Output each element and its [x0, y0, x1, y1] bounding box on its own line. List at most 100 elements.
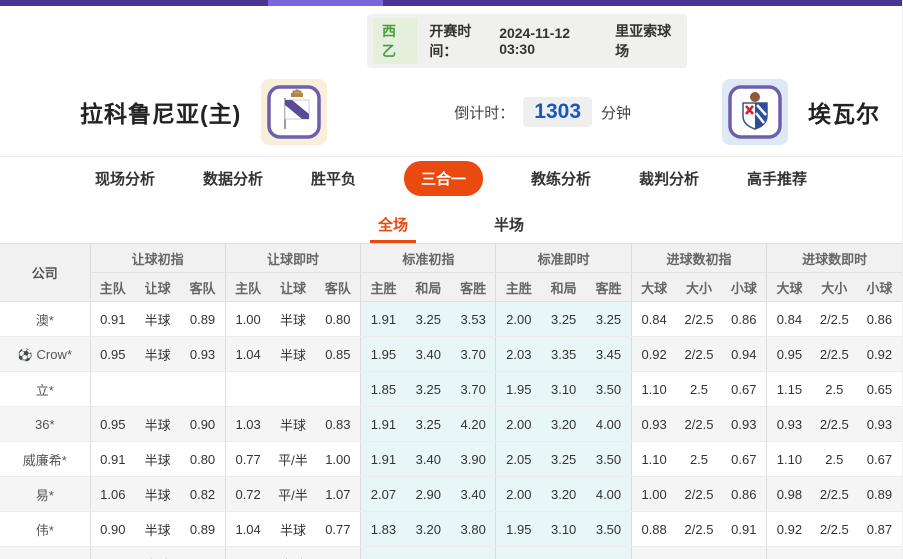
odds-cell[interactable]: 0.80	[315, 301, 361, 337]
odds-cell[interactable]: 1.06	[224, 546, 271, 559]
odds-cell[interactable]: 1.00	[315, 441, 361, 477]
odds-cell[interactable]: 0.85	[315, 336, 361, 372]
odds-cell[interactable]: 0.95	[766, 546, 812, 559]
scrollbar-thumb[interactable]	[268, 0, 383, 6]
odds-cell[interactable]: 2/2.5	[811, 336, 857, 372]
nav-tab-1[interactable]: 数据分析	[202, 170, 263, 188]
odds-cell[interactable]: 2.05	[495, 441, 542, 477]
odds-cell[interactable]: 0.84	[766, 301, 812, 337]
odds-cell[interactable]: 0.93	[766, 406, 812, 442]
odds-cell[interactable]: 半球	[270, 336, 316, 372]
odds-cell[interactable]: 3.25	[541, 301, 587, 337]
odds-cell[interactable]: 2/2.5	[811, 511, 857, 547]
sub-header: 客队	[315, 272, 361, 302]
period-tab-1[interactable]: 半场	[494, 217, 525, 234]
period-tab-0[interactable]: 全场	[369, 206, 416, 243]
odds-cell[interactable]: 3.20	[541, 476, 587, 512]
odds-cell[interactable]: 0.92	[766, 511, 812, 547]
odds-cell[interactable]: 0.77	[224, 441, 271, 477]
odds-cell[interactable]: 0.93	[856, 406, 902, 442]
odds-cell[interactable]: 2/2.5	[811, 406, 857, 442]
odds-cell[interactable]: 3.50	[586, 441, 632, 477]
odds-cell[interactable]: 1.03	[224, 406, 271, 442]
odds-cell[interactable]: 1.95	[495, 371, 542, 407]
nav-tab-3[interactable]: 三合一	[403, 160, 483, 196]
odds-cell[interactable]: 半球	[270, 511, 316, 547]
odds-cell[interactable]: 3.10	[541, 371, 587, 407]
odds-cell[interactable]: 3.25	[541, 441, 587, 477]
odds-cell: 2.5	[676, 441, 722, 477]
away-team: 埃瓦尔	[722, 79, 880, 145]
odds-cell[interactable]: 0.89	[856, 476, 902, 512]
company-name: 伟*	[35, 522, 54, 538]
odds-cell[interactable]: 3.45	[586, 336, 632, 372]
nav-tab-2[interactable]: 胜平负	[310, 170, 356, 188]
nav-tab-5[interactable]: 裁判分析	[639, 170, 700, 188]
scrollbar-track[interactable]	[0, 0, 902, 6]
odds-cell[interactable]: 0.87	[856, 511, 902, 547]
venue-name: 里亚索球场	[615, 23, 672, 59]
odds-cell[interactable]: 半球	[270, 301, 316, 337]
odds-cell[interactable]: 3.50	[586, 371, 632, 407]
odds-cell[interactable]: 3.35	[541, 336, 587, 372]
table-row: 伟* 0.90 半球 0.89 1.04 半球 0.77 1.83 3.20 3.80 1.95 3.…	[0, 511, 902, 547]
company-name: 易*	[35, 487, 54, 503]
odds-cell[interactable]: 3.45	[586, 546, 632, 559]
odds-cell[interactable]: 2/2.5	[811, 301, 857, 337]
company-cell: ⚽ Crow*	[0, 336, 91, 372]
odds-cell[interactable]: 1.15	[766, 371, 812, 407]
odds-cell[interactable]: 3.20	[541, 406, 587, 442]
odds-cell: 3.70	[450, 546, 496, 559]
odds-cell: 2/2.5	[676, 406, 722, 442]
odds-cell: 0.93	[89, 546, 136, 559]
odds-cell[interactable]: 0.95	[766, 336, 812, 372]
odds-cell: 3.70	[450, 336, 496, 372]
odds-cell[interactable]: 2.06	[495, 546, 542, 559]
sub-header: 客胜	[586, 272, 632, 302]
odds-cell[interactable]: 0.92	[856, 336, 902, 372]
odds-cell[interactable]: 半球	[270, 406, 316, 442]
odds-cell[interactable]: 0.86	[856, 301, 902, 337]
sub-header: 小球	[721, 272, 767, 302]
odds-table: 公司 让球初指 让球即时 标准初指 标准即时 进球数初指 进球数即时 主队 让球 客队 主队 让球 客队…	[0, 243, 902, 559]
odds-cell[interactable]: 0.92	[856, 546, 902, 559]
odds-cell[interactable]: 0.67	[856, 441, 902, 477]
odds-cell[interactable]: 2.00	[495, 301, 542, 337]
odds-cell[interactable]: 1.04	[224, 336, 271, 372]
odds-cell[interactable]: 0.83	[315, 406, 361, 442]
odds-cell: 半球	[135, 301, 181, 337]
odds-cell[interactable]: 2.03	[495, 336, 542, 372]
sub-header: 大小	[676, 272, 722, 302]
odds-cell[interactable]: 2.5	[811, 441, 857, 477]
odds-cell[interactable]: 0.98	[766, 476, 812, 512]
odds-cell[interactable]: 3.25	[586, 301, 632, 337]
odds-cell[interactable]: 1.95	[495, 511, 542, 547]
nav-tab-0[interactable]: 现场分析	[94, 170, 155, 188]
odds-cell[interactable]: 1.07	[315, 476, 361, 512]
odds-cell[interactable]: 0.65	[856, 371, 902, 407]
odds-cell[interactable]: 2.5	[811, 371, 857, 407]
nav-tab-6[interactable]: 高手推荐	[747, 170, 808, 188]
sub-header: 小球	[856, 272, 902, 302]
odds-cell[interactable]: 0.83	[315, 546, 361, 559]
nav-tab-4[interactable]: 教练分析	[531, 170, 592, 188]
odds-cell[interactable]: 半球	[270, 546, 316, 559]
odds-cell[interactable]: 4.00	[586, 406, 632, 442]
odds-cell[interactable]: 平/半	[270, 441, 316, 477]
odds-cell: 3.80	[450, 511, 496, 547]
odds-cell[interactable]: 3.25	[541, 546, 587, 559]
odds-cell[interactable]: 1.00	[224, 301, 271, 337]
odds-cell[interactable]: 1.04	[224, 511, 271, 547]
odds-cell[interactable]: 4.00	[586, 476, 632, 512]
odds-cell[interactable]: 0.72	[224, 476, 271, 512]
odds-cell[interactable]: 2.00	[495, 406, 542, 442]
sub-header: 主队	[224, 272, 271, 302]
odds-cell[interactable]: 2/2.5	[811, 476, 857, 512]
odds-cell[interactable]: 2/2.5	[811, 546, 857, 559]
odds-cell[interactable]: 2.00	[495, 476, 542, 512]
odds-cell[interactable]: 平/半	[270, 476, 316, 512]
odds-cell[interactable]: 0.77	[315, 511, 361, 547]
odds-cell[interactable]: 3.50	[586, 511, 632, 547]
odds-cell[interactable]: 1.10	[766, 441, 812, 477]
odds-cell[interactable]: 3.10	[541, 511, 587, 547]
